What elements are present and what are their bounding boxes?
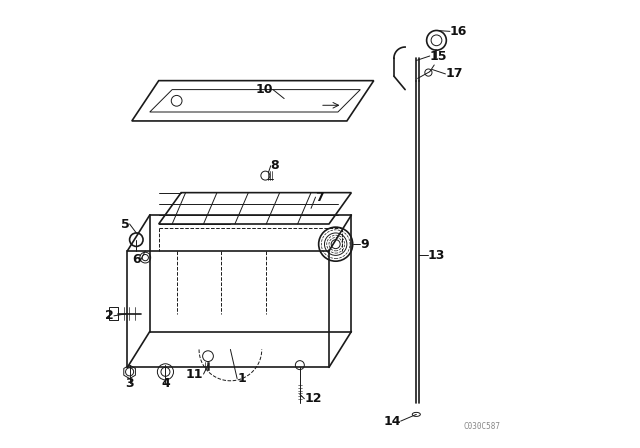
Text: 13: 13 [428, 249, 445, 262]
Text: 16: 16 [450, 25, 467, 38]
Text: C030C587: C030C587 [463, 422, 500, 431]
Text: 17: 17 [445, 67, 463, 81]
Text: 5: 5 [121, 217, 130, 231]
Text: 4: 4 [161, 376, 170, 390]
Text: 14: 14 [383, 414, 401, 428]
Text: 11: 11 [186, 367, 204, 381]
Text: 3: 3 [125, 376, 134, 390]
Text: 2: 2 [105, 309, 114, 323]
Text: 15: 15 [430, 49, 447, 63]
Text: 12: 12 [305, 392, 322, 405]
Text: 7: 7 [316, 190, 324, 204]
Text: 10: 10 [255, 83, 273, 96]
Text: 6: 6 [132, 253, 141, 267]
Text: 1: 1 [237, 372, 246, 385]
Bar [109, 307, 118, 320]
Text: 9: 9 [360, 237, 369, 251]
Text: 8: 8 [271, 159, 279, 172]
